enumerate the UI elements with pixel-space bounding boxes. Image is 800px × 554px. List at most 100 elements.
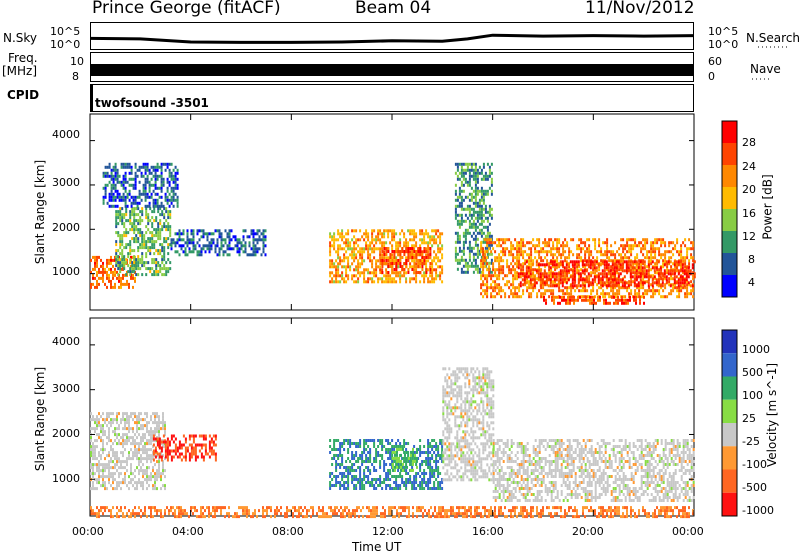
heatmap-cell [367,268,370,272]
heatmap-cell [335,463,338,466]
heatmap-cell [128,165,131,169]
heatmap-cell [331,235,334,239]
heatmap-cell [141,264,144,268]
heatmap-cell [403,445,406,448]
heatmap-cell [375,241,378,245]
heatmap-cell [136,442,138,446]
heatmap-cell [188,247,191,251]
heatmap-cell [474,168,477,172]
heatmap-cell [94,487,96,491]
heatmap-cell [488,204,491,208]
heatmap-cell [528,286,531,290]
heatmap-cell [146,177,149,181]
heatmap-cell [568,265,571,269]
heatmap-cell [379,259,382,262]
heatmap-cell [690,247,693,251]
heatmap-cell [681,266,684,270]
heatmap-cell [194,443,197,447]
heatmap-cell [652,274,655,278]
heatmap-cell [540,292,543,296]
heatmap-cell [345,256,348,260]
heatmap-cell [529,278,532,282]
heatmap-cell [628,286,631,290]
heatmap-cell [381,256,384,260]
heatmap-cell [625,266,628,270]
heatmap-cell [145,255,148,259]
heatmap-cell [549,281,552,285]
heatmap-cell [121,219,124,223]
heatmap-cell [168,452,171,456]
heatmap-cell [413,253,416,257]
heatmap-cell [466,270,469,274]
heatmap-cell [122,174,125,178]
heatmap-cell [662,295,665,299]
heatmap-cell [415,256,418,259]
heatmap-cell [484,204,487,208]
heatmap-cell [682,271,685,275]
heatmap-cell [135,234,138,238]
heatmap-cell [551,260,554,264]
heatmap-cell [632,262,635,266]
heatmap-cell [112,273,114,277]
heatmap-cell [353,247,356,251]
heatmap-cell [584,256,587,260]
heatmap-cell [140,412,142,416]
heatmap-cell [522,265,525,269]
heatmap-cell [637,281,640,285]
heatmap-cell [114,258,116,262]
heatmap-cell [150,439,152,443]
heatmap-cell [484,250,487,254]
heatmap-cell [355,451,358,454]
heatmap-cell [613,263,616,267]
heatmap-cell [254,250,257,254]
heatmap-cell [144,418,146,422]
heatmap-cell [482,225,485,229]
heatmap-cell [150,457,152,461]
heatmap-cell [593,295,595,299]
heatmap-cell [541,272,544,276]
heatmap-cell [153,210,156,214]
heatmap-cell [486,268,489,272]
heatmap-cell [337,247,340,251]
heatmap-cell [546,244,549,248]
heatmap-cell [550,250,553,254]
heatmap-cell [124,204,127,208]
heatmap-cell [381,277,384,281]
heatmap-cell [136,424,138,428]
heatmap-cell [583,284,586,288]
heatmap-cell [146,195,149,199]
heatmap-cell [672,283,675,287]
heatmap-cell [405,448,408,451]
heatmap-cell [606,244,609,248]
heatmap-cell [174,437,177,441]
heatmap-cell [550,253,553,257]
heatmap-cell [551,263,554,267]
heatmap-cell [660,268,663,272]
heatmap-cell [333,439,336,442]
heatmap-cell [133,216,136,220]
heatmap-cell [476,210,479,214]
heatmap-cell [137,249,140,253]
heatmap-cell [506,274,509,278]
heatmap-cell [104,165,107,169]
heatmap-cell [529,272,532,276]
heatmap-cell [369,469,372,472]
heatmap-cell [474,171,477,175]
heatmap-cell [599,263,602,267]
heatmap-cell [644,292,647,296]
heatmap-cell [367,280,370,284]
heatmap-cell [577,263,580,267]
heatmap-cell [162,177,165,181]
heatmap-cell [369,439,372,442]
heatmap-cell [116,484,118,488]
heatmap-cell [389,487,392,490]
heatmap-cell [484,225,487,229]
heatmap-cell [114,204,117,208]
heatmap-cell [433,238,436,242]
heatmap-cell [597,275,600,279]
heatmap-cell [490,258,493,262]
heatmap-cell [468,180,471,184]
heatmap-cell [160,487,162,491]
heatmap-cell [218,232,221,236]
heatmap-cell [458,204,461,208]
